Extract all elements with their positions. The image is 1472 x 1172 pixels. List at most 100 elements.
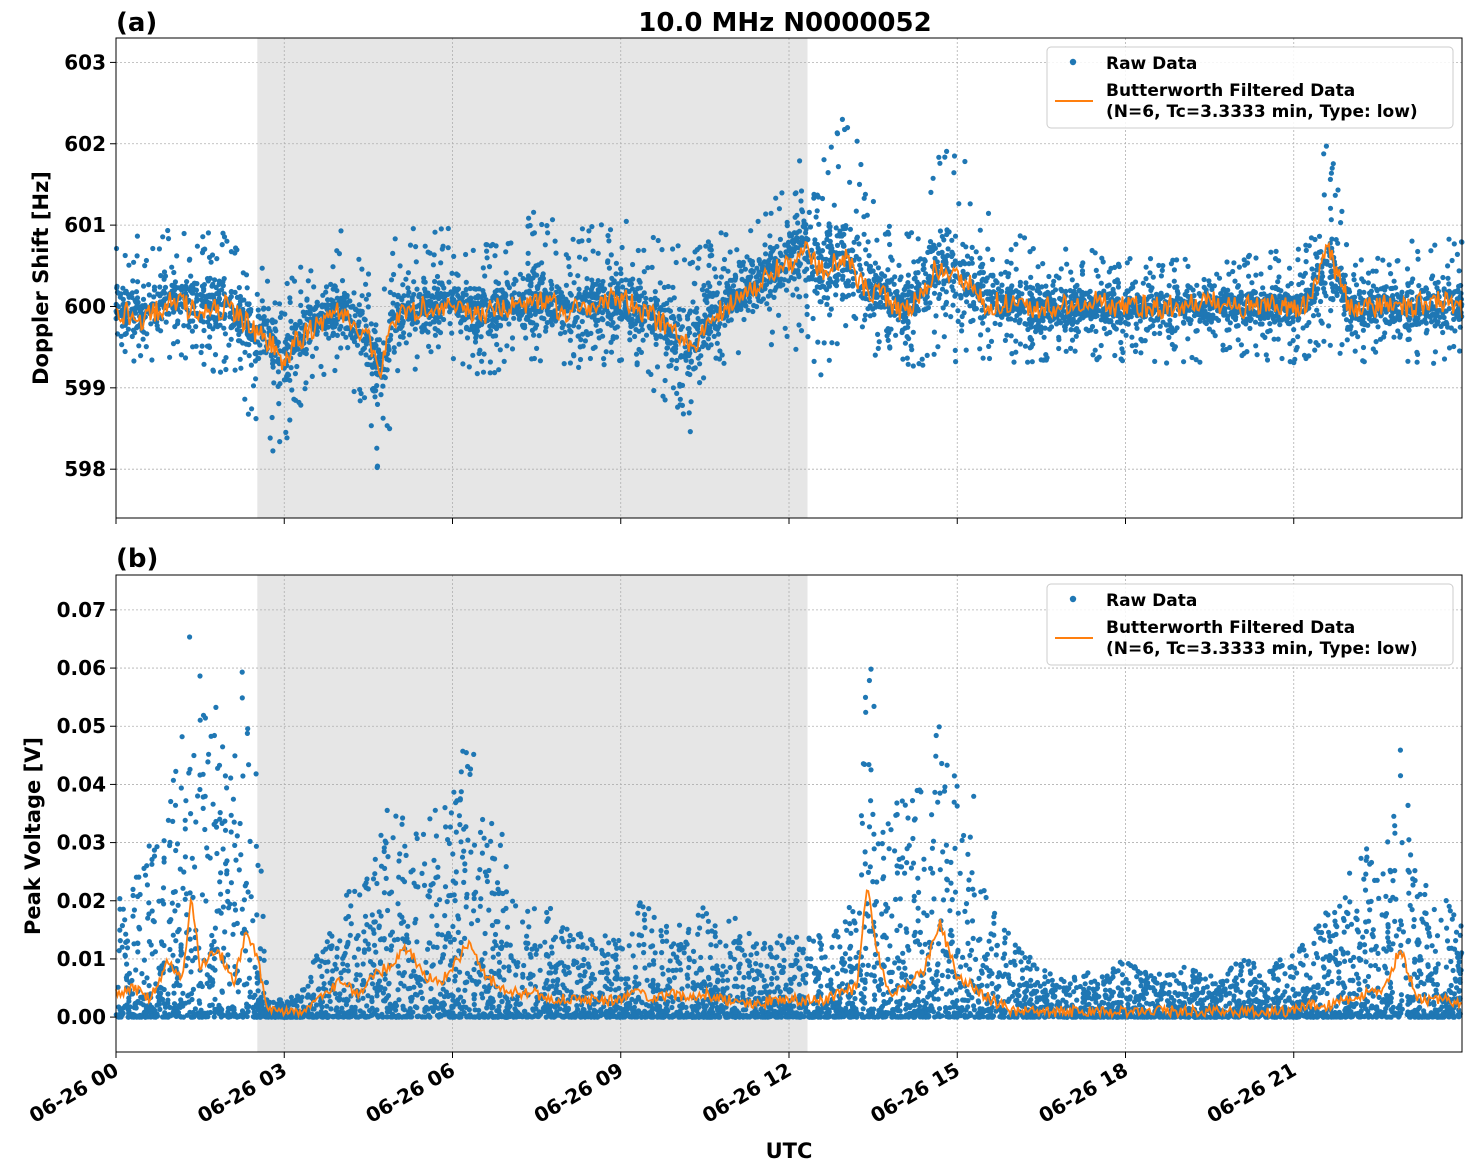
raw-data-point — [1258, 271, 1264, 277]
raw-data-point — [851, 239, 857, 245]
raw-data-point — [1451, 241, 1457, 247]
raw-data-point — [1120, 328, 1126, 334]
raw-data-point — [1083, 326, 1089, 332]
raw-data-point — [227, 314, 233, 320]
raw-data-point — [1073, 333, 1079, 339]
raw-data-point — [1456, 268, 1462, 274]
raw-data-point — [224, 238, 230, 244]
raw-data-point — [566, 323, 572, 329]
raw-data-point — [1093, 267, 1099, 273]
raw-data-point — [735, 350, 742, 356]
raw-data-point — [255, 307, 261, 313]
raw-data-point — [697, 380, 703, 386]
raw-data-point — [1260, 285, 1266, 291]
raw-data-point — [432, 332, 438, 338]
raw-data-point — [1318, 298, 1324, 305]
raw-data-point — [163, 319, 169, 325]
raw-data-point — [212, 277, 218, 283]
raw-data-point — [692, 365, 698, 371]
raw-data-point — [1360, 344, 1367, 351]
raw-data-point — [1349, 331, 1355, 337]
raw-data-point — [905, 318, 911, 324]
raw-data-point — [582, 338, 589, 344]
raw-data-point — [670, 284, 676, 290]
raw-data-point — [766, 257, 772, 264]
raw-data-point — [396, 341, 402, 347]
raw-data-point — [1430, 273, 1436, 279]
raw-data-point — [411, 279, 417, 285]
raw-data-point — [1287, 359, 1293, 365]
raw-data-point — [919, 356, 925, 362]
raw-data-point — [560, 299, 566, 305]
raw-data-point — [1114, 319, 1121, 325]
raw-data-point — [1263, 352, 1269, 358]
raw-data-point — [942, 154, 948, 160]
raw-data-point — [165, 227, 171, 234]
raw-data-point — [885, 267, 891, 273]
raw-data-point — [372, 329, 378, 335]
raw-data-point — [1037, 327, 1043, 333]
raw-data-point — [386, 357, 392, 363]
raw-data-point — [406, 332, 413, 338]
raw-data-point — [150, 245, 156, 252]
raw-data-point — [1410, 276, 1416, 282]
raw-data-point — [1324, 258, 1330, 264]
raw-data-point — [1205, 311, 1211, 317]
raw-data-point — [149, 357, 155, 363]
raw-data-point — [959, 322, 965, 328]
raw-data-point — [277, 439, 283, 445]
raw-data-point — [1216, 275, 1223, 281]
raw-data-point — [309, 353, 316, 359]
raw-data-point — [596, 335, 602, 341]
raw-data-point — [1042, 325, 1048, 331]
raw-data-point — [1375, 324, 1381, 330]
raw-data-point — [712, 325, 718, 331]
raw-data-point — [697, 361, 703, 367]
raw-data-point — [810, 315, 816, 322]
raw-data-point — [1002, 337, 1009, 343]
raw-data-point — [872, 352, 878, 358]
raw-data-point — [963, 347, 969, 353]
raw-data-point — [356, 256, 362, 262]
raw-data-point — [632, 333, 638, 340]
raw-data-point — [1132, 348, 1139, 355]
raw-data-point — [308, 268, 314, 274]
raw-data-point — [362, 317, 368, 323]
raw-data-point — [544, 223, 550, 229]
raw-data-point — [288, 365, 294, 371]
raw-data-point — [923, 271, 929, 277]
raw-data-point — [413, 244, 419, 250]
raw-data-point — [527, 282, 533, 288]
raw-data-point — [835, 164, 842, 170]
raw-data-point — [298, 264, 304, 270]
raw-data-point — [937, 160, 943, 166]
raw-data-point — [1302, 270, 1308, 276]
raw-data-point — [1013, 266, 1019, 272]
raw-data-point — [1360, 358, 1366, 364]
raw-data-point — [201, 327, 207, 334]
raw-data-point — [511, 290, 517, 296]
raw-data-point — [571, 352, 577, 358]
raw-data-point — [1339, 342, 1345, 348]
raw-data-point — [697, 244, 703, 250]
raw-data-point — [273, 328, 279, 334]
raw-data-point — [943, 289, 949, 295]
raw-data-point — [1092, 347, 1098, 353]
raw-data-point — [201, 361, 207, 367]
raw-data-point — [475, 293, 481, 299]
raw-data-point — [1343, 242, 1350, 248]
raw-data-point — [734, 308, 740, 314]
raw-data-point — [374, 337, 380, 343]
raw-data-point — [1061, 323, 1068, 330]
raw-data-point — [365, 271, 372, 277]
raw-data-point — [750, 308, 756, 315]
raw-data-point — [657, 280, 663, 286]
raw-data-point — [862, 191, 869, 197]
raw-data-point — [681, 354, 687, 360]
raw-data-point — [567, 360, 574, 366]
raw-data-point — [1151, 330, 1157, 337]
raw-data-point — [958, 295, 964, 301]
raw-data-point — [1274, 298, 1280, 304]
raw-data-point — [1279, 317, 1285, 323]
raw-data-point — [282, 311, 288, 317]
